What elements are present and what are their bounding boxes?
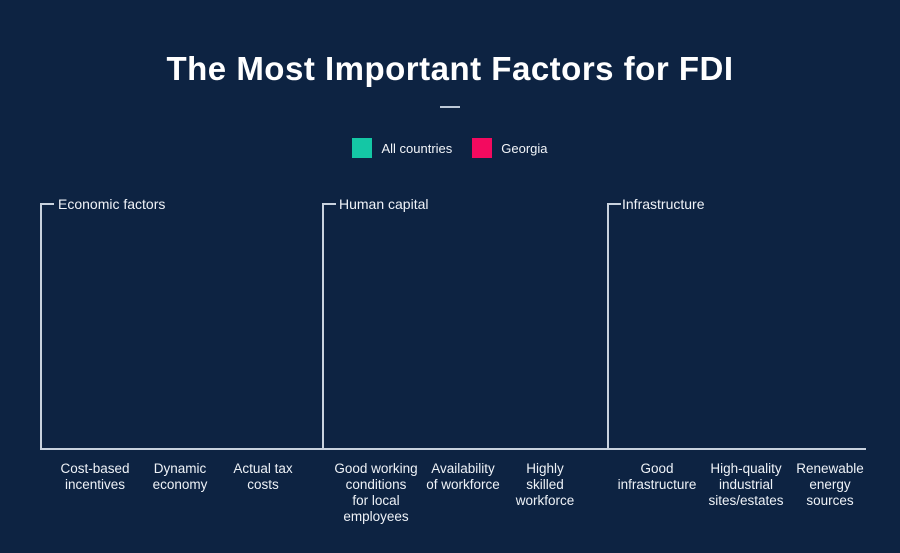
category-label-good-working-conditions: Good working conditions for local employ… — [334, 461, 418, 524]
group-label-economic-factors: Economic factors — [58, 196, 166, 212]
group-label-human-capital: Human capital — [339, 196, 429, 212]
category-label-good-infrastructure: Good infrastructure — [617, 461, 697, 492]
category-label-cost-based-incentives: Cost-based incentives — [60, 461, 130, 492]
y-axis-infrastructure — [607, 203, 621, 450]
legend-item-all-countries: All countries — [352, 138, 452, 158]
category-label-high-quality-industrial-sites: High-quality industrial sites/estates — [708, 461, 784, 508]
legend-label: Georgia — [501, 140, 548, 156]
category-label-renewable-energy-sources: Renewable energy sources — [796, 461, 864, 508]
legend: All countries Georgia — [0, 138, 900, 158]
y-axis-human-capital — [322, 203, 336, 450]
category-label-actual-tax-costs: Actual tax costs — [233, 461, 293, 492]
category-label-availability-of-workforce: Availability of workforce — [426, 461, 500, 492]
legend-label: All countries — [381, 140, 453, 156]
axis-tick — [42, 203, 54, 205]
axis-tick — [324, 203, 336, 205]
axis-tick — [609, 203, 621, 205]
title-underline-dash — [440, 106, 460, 108]
all-countries-swatch-icon — [352, 138, 373, 158]
page-title: The Most Important Factors for FDI — [166, 50, 734, 87]
georgia-swatch-icon — [472, 138, 493, 158]
legend-item-georgia: Georgia — [472, 138, 548, 158]
group-label-infrastructure: Infrastructure — [622, 196, 705, 212]
category-label-dynamic-economy: Dynamic economy — [152, 461, 208, 492]
x-axis-baseline — [40, 448, 866, 450]
y-axis-economic-factors — [40, 203, 54, 450]
category-label-highly-skilled-workforce: Highly skilled workforce — [515, 461, 575, 508]
